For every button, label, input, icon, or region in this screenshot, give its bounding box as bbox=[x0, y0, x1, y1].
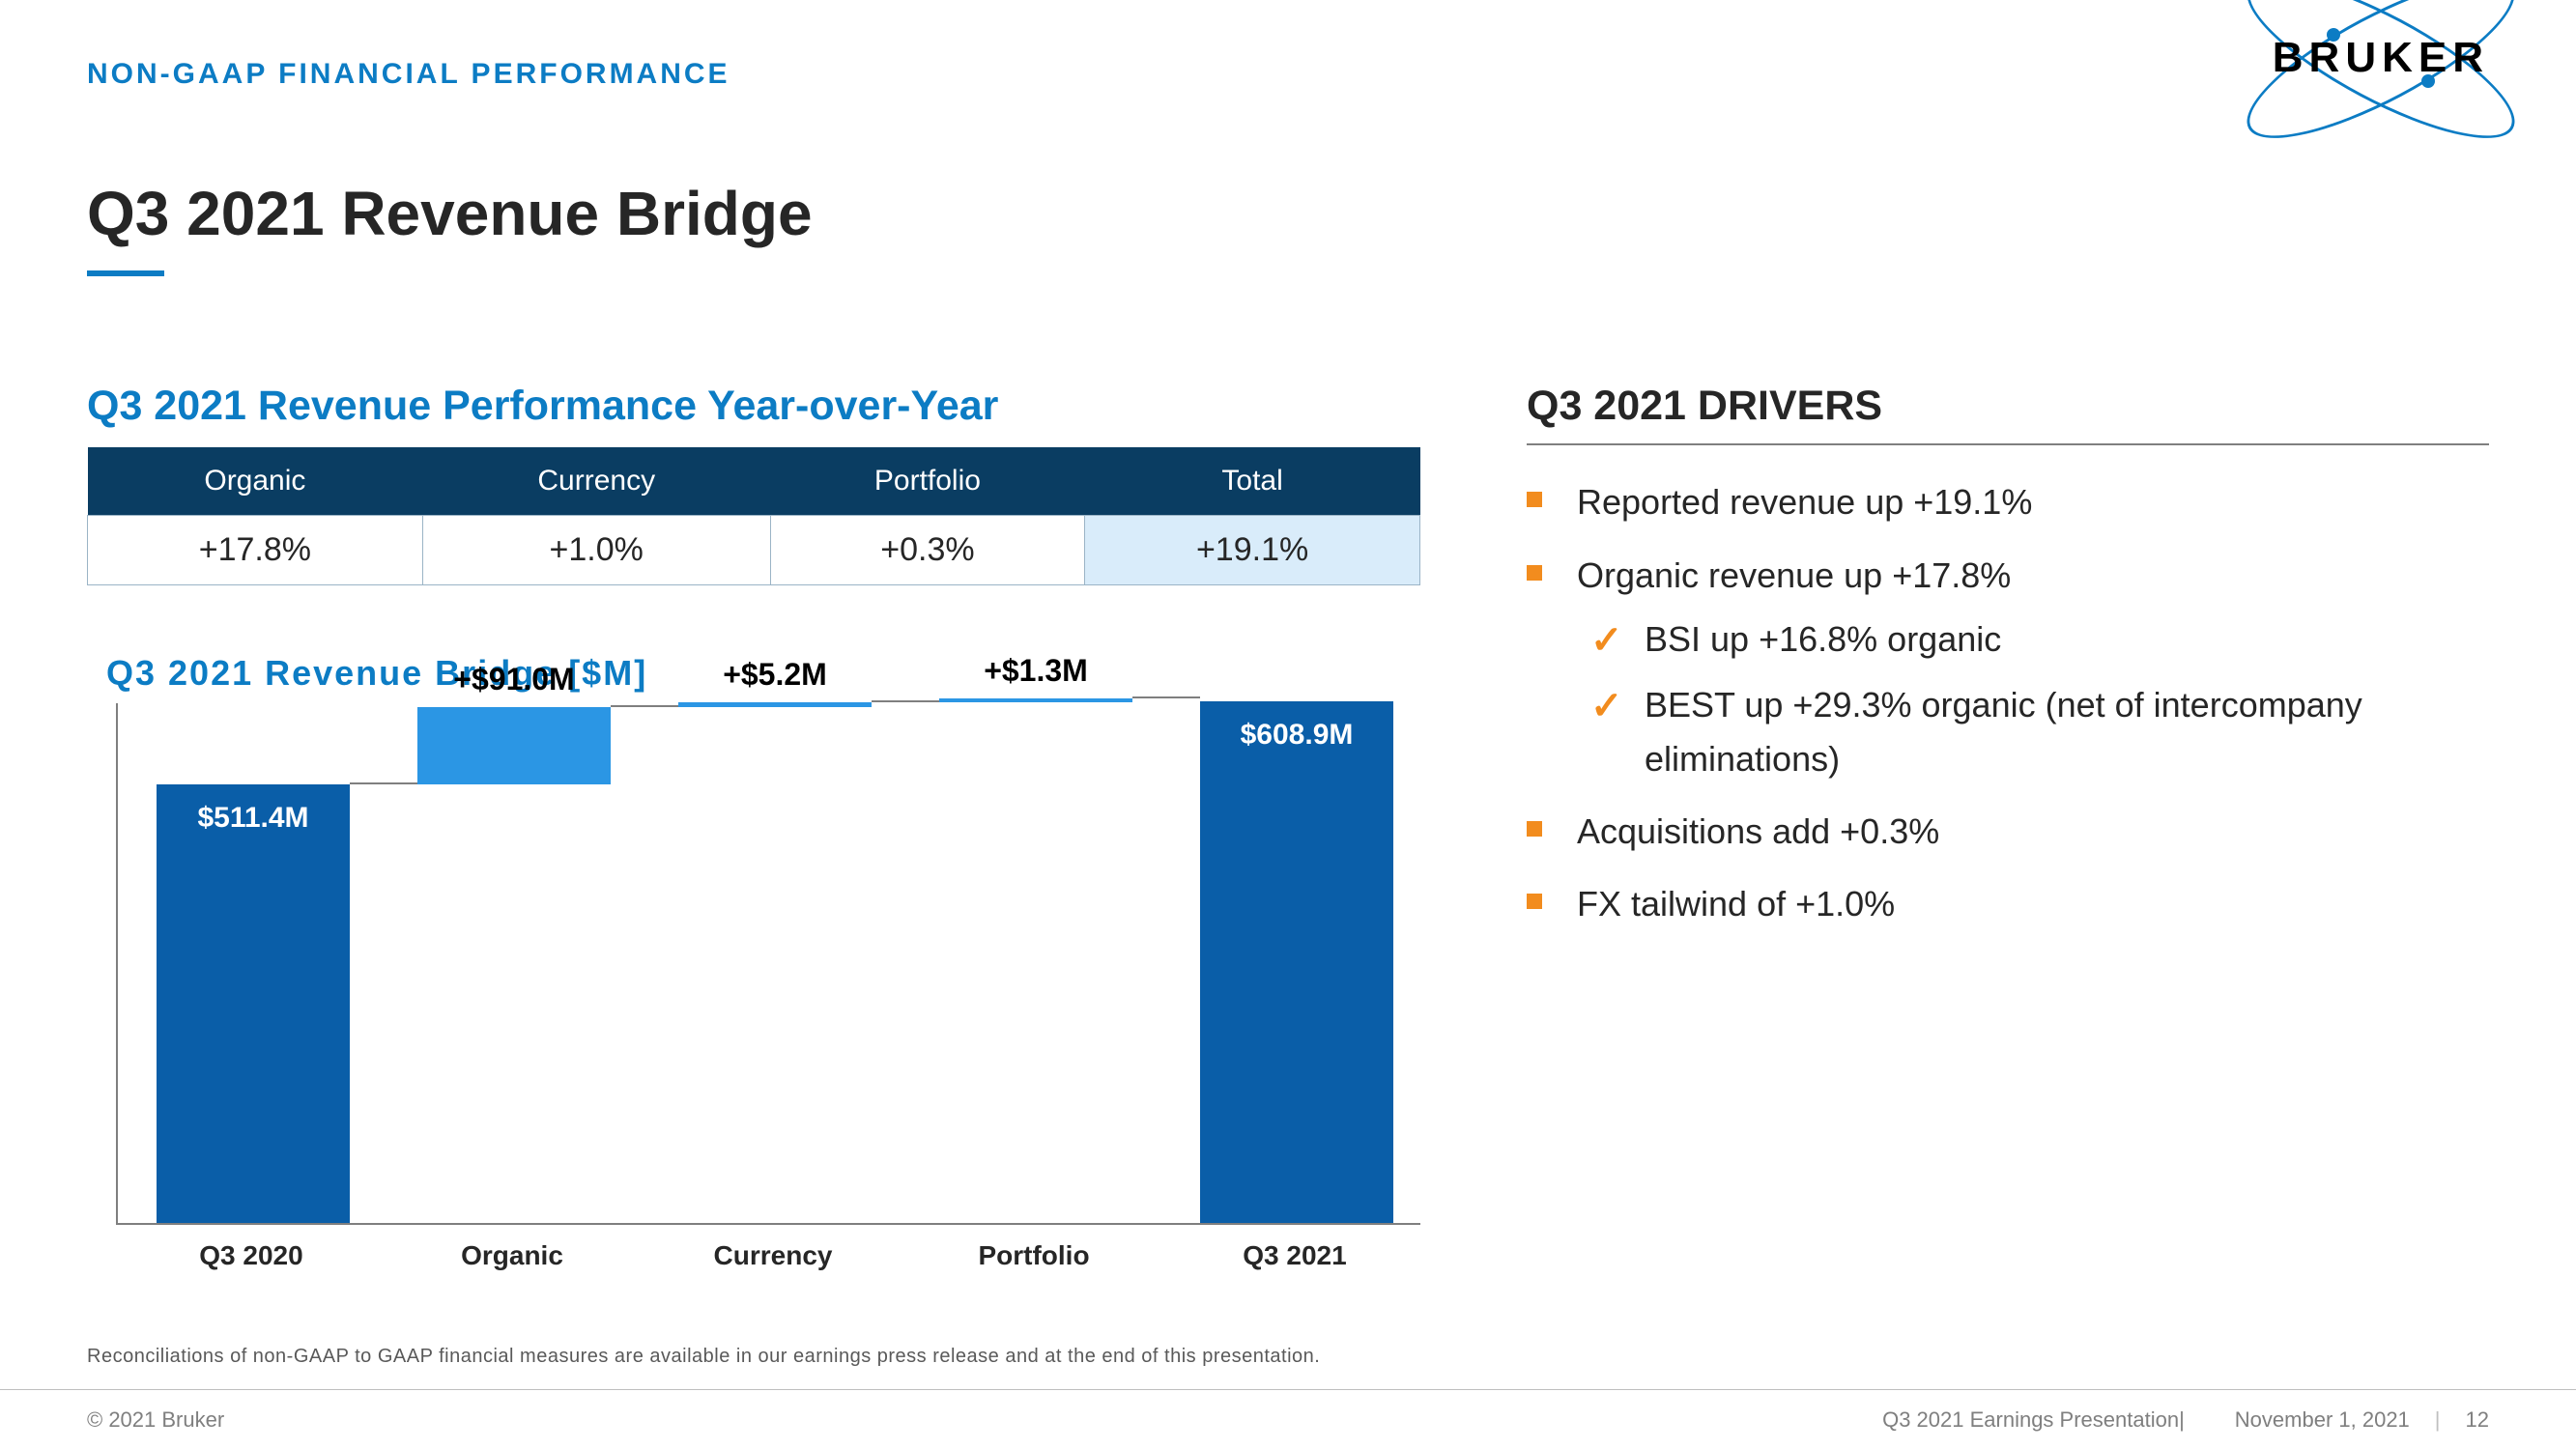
x-axis-label: Currency bbox=[676, 1240, 870, 1271]
yoy-section-title: Q3 2021 Revenue Performance Year-over-Ye… bbox=[87, 383, 1420, 430]
slide: NON-GAAP FINANCIAL PERFORMANCE BRUKER Q3… bbox=[0, 0, 2576, 1449]
drivers-title: Q3 2021 DRIVERS bbox=[1527, 383, 2489, 445]
table-header: Currency bbox=[422, 447, 770, 516]
copyright: © 2021 Bruker bbox=[87, 1407, 224, 1433]
waterfall-connector bbox=[1132, 696, 1200, 698]
table-cell: +0.3% bbox=[770, 516, 1084, 585]
table-header: Total bbox=[1085, 447, 1420, 516]
x-axis-label: Q3 2021 bbox=[1198, 1240, 1391, 1271]
waterfall-connector bbox=[350, 782, 417, 784]
driver-subitem: BEST up +29.3% organic (net of intercomp… bbox=[1577, 678, 2489, 786]
x-axis-label: Q3 2020 bbox=[155, 1240, 348, 1271]
driver-item: FX tailwind of +1.0% bbox=[1527, 876, 2489, 932]
bar-delta-label: +$5.2M bbox=[678, 657, 872, 693]
driver-sublist: BSI up +16.8% organic BEST up +29.3% orga… bbox=[1577, 612, 2489, 785]
driver-text: Organic revenue up +17.8% bbox=[1577, 555, 2011, 595]
driver-item: Organic revenue up +17.8% BSI up +16.8% o… bbox=[1527, 548, 2489, 786]
driver-text: Acquisitions add +0.3% bbox=[1577, 811, 1939, 851]
driver-subitem: BSI up +16.8% organic bbox=[1577, 612, 2489, 667]
logo-text: BRUKER bbox=[2273, 34, 2489, 82]
left-column: Q3 2021 Revenue Performance Year-over-Ye… bbox=[87, 383, 1420, 1271]
waterfall-delta-bar bbox=[417, 707, 611, 785]
x-axis-label: Portfolio bbox=[937, 1240, 1131, 1271]
waterfall-total-bar: $511.4M bbox=[157, 784, 350, 1223]
table-header: Organic bbox=[88, 447, 423, 516]
footnote: Reconciliations of non-GAAP to GAAP fina… bbox=[87, 1346, 1320, 1368]
x-axis-label: Organic bbox=[415, 1240, 609, 1271]
footer: © 2021 Bruker Q3 2021 Earnings Presentat… bbox=[0, 1389, 2576, 1449]
right-column: Q3 2021 DRIVERS Reported revenue up +19.… bbox=[1527, 383, 2489, 1271]
waterfall-delta-bar bbox=[678, 702, 872, 707]
table-cell: +17.8% bbox=[88, 516, 423, 585]
waterfall-connector bbox=[872, 700, 939, 702]
waterfall-connector bbox=[611, 705, 678, 707]
deck-name: Q3 2021 Earnings Presentation bbox=[1882, 1407, 2179, 1433]
driver-item: Reported revenue up +19.1% bbox=[1527, 474, 2489, 530]
chart-x-axis: Q3 2020 Organic Currency Portfolio Q3 2021 bbox=[116, 1240, 1420, 1271]
table-header: Portfolio bbox=[770, 447, 1084, 516]
driver-text: FX tailwind of +1.0% bbox=[1577, 884, 1895, 923]
drivers-list: Reported revenue up +19.1% Organic revenu… bbox=[1527, 474, 2489, 932]
performance-table: OrganicCurrencyPortfolioTotal +17.8%+1.0… bbox=[87, 447, 1420, 585]
driver-text: Reported revenue up +19.1% bbox=[1577, 482, 2032, 522]
content-row: Q3 2021 Revenue Performance Year-over-Ye… bbox=[87, 383, 2489, 1271]
bar-value-label: $511.4M bbox=[157, 802, 350, 835]
page-title: Q3 2021 Revenue Bridge bbox=[87, 178, 2489, 249]
company-logo: BRUKER bbox=[2273, 34, 2489, 82]
table-cell: +19.1% bbox=[1085, 516, 1420, 585]
eyebrow: NON-GAAP FINANCIAL PERFORMANCE bbox=[87, 58, 2489, 91]
waterfall-delta-bar bbox=[939, 698, 1132, 702]
bar-value-label: $608.9M bbox=[1200, 719, 1393, 752]
waterfall-chart: $511.4M+$91.0M+$5.2M+$1.3M$608.9M Q3 202… bbox=[87, 703, 1420, 1271]
waterfall-total-bar: $608.9M bbox=[1200, 701, 1393, 1223]
table-cell: +1.0% bbox=[422, 516, 770, 585]
footer-date: November 1, 2021 bbox=[2235, 1407, 2410, 1433]
title-underline bbox=[87, 270, 164, 276]
driver-item: Acquisitions add +0.3% bbox=[1527, 804, 2489, 860]
page-number: 12 bbox=[2466, 1407, 2489, 1433]
chart-plot-area: $511.4M+$91.0M+$5.2M+$1.3M$608.9M bbox=[116, 703, 1420, 1225]
bar-delta-label: +$91.0M bbox=[417, 662, 611, 697]
bar-delta-label: +$1.3M bbox=[939, 653, 1132, 689]
